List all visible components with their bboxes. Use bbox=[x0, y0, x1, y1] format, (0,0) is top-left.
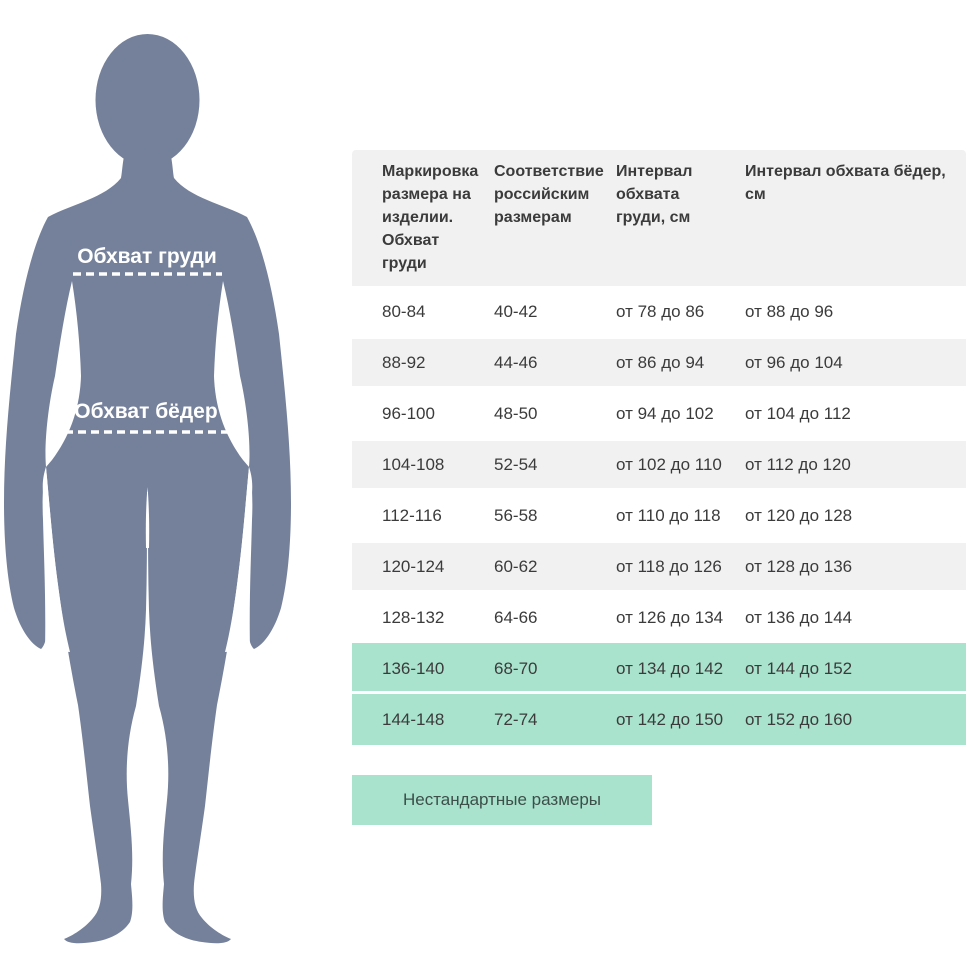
chest-measure-label: Обхват груди bbox=[77, 245, 217, 268]
size-table: Маркировка размера на изделии. Обхват гр… bbox=[352, 150, 966, 745]
cell-hips: от 96 до 104 bbox=[745, 352, 843, 372]
cell-hips: от 88 до 96 bbox=[745, 301, 834, 321]
col-header-chest: Интервал обхвата груди, см bbox=[616, 163, 693, 226]
cell-russian: 72-74 bbox=[494, 709, 538, 729]
cell-hips: от 120 до 128 bbox=[745, 505, 853, 525]
cell-chest: от 86 до 94 bbox=[616, 352, 705, 372]
cell-marking: 136-140 bbox=[382, 658, 445, 678]
cell-marking: 144-148 bbox=[382, 709, 445, 729]
col-header-marking: Маркировка размера на изделии. Обхват гр… bbox=[382, 163, 479, 272]
silhouette-head bbox=[95, 34, 200, 166]
cell-marking: 80-84 bbox=[382, 301, 426, 321]
table-row: 112-116 56-58 от 110 до 118 от 120 до 12… bbox=[352, 490, 966, 541]
cell-marking: 96-100 bbox=[382, 403, 435, 423]
cell-russian: 52-54 bbox=[494, 454, 538, 474]
table-row: 88-92 44-46 от 86 до 94 от 96 до 104 bbox=[352, 337, 966, 388]
cell-chest: от 142 до 150 bbox=[616, 709, 724, 729]
cell-hips: от 128 до 136 bbox=[745, 556, 853, 576]
cell-chest: от 118 до 126 bbox=[616, 556, 722, 576]
cell-hips: от 152 до 160 bbox=[745, 709, 853, 729]
cell-russian: 64-66 bbox=[494, 607, 538, 627]
cell-russian: 56-58 bbox=[494, 505, 538, 525]
cell-marking: 104-108 bbox=[382, 454, 445, 474]
hips-measure-label: Обхват бёдер bbox=[74, 400, 217, 423]
size-table-header: Маркировка размера на изделии. Обхват гр… bbox=[352, 150, 966, 286]
cell-hips: от 104 до 112 bbox=[745, 403, 851, 423]
cell-marking: 88-92 bbox=[382, 352, 426, 372]
cell-chest: от 126 до 134 bbox=[616, 607, 724, 627]
table-row: 96-100 48-50 от 94 до 102 от 104 до 112 bbox=[352, 388, 966, 439]
cell-chest: от 78 до 86 bbox=[616, 301, 705, 321]
crotch-notch bbox=[145, 487, 150, 548]
table-row: 104-108 52-54 от 102 до 110 от 112 до 12… bbox=[352, 439, 966, 490]
table-row-highlighted: 144-148 72-74 от 142 до 150 от 152 до 16… bbox=[352, 694, 966, 745]
cell-chest: от 134 до 142 bbox=[616, 658, 724, 678]
cell-russian: 68-70 bbox=[494, 658, 538, 678]
col-header-russian: Соответствие российским размерам bbox=[494, 163, 604, 226]
table-row: 80-84 40-42 от 78 до 86 от 88 до 96 bbox=[352, 286, 966, 337]
cell-hips: от 144 до 152 bbox=[745, 658, 853, 678]
col-header-hips: Интервал обхвата бёдер, см bbox=[745, 163, 946, 203]
cell-russian: 60-62 bbox=[494, 556, 538, 576]
cell-marking: 128-132 bbox=[382, 607, 445, 627]
cell-marking: 120-124 bbox=[382, 556, 445, 576]
cell-russian: 40-42 bbox=[494, 301, 538, 321]
cell-russian: 48-50 bbox=[494, 403, 538, 423]
cell-hips: от 136 до 144 bbox=[745, 607, 853, 627]
cell-marking: 112-116 bbox=[382, 505, 442, 525]
table-row: 128-132 64-66 от 126 до 134 от 136 до 14… bbox=[352, 592, 966, 643]
female-body-silhouette: Обхват груди Обхват бёдер bbox=[4, 34, 291, 944]
cell-hips: от 112 до 120 bbox=[745, 454, 851, 474]
cell-chest: от 102 до 110 bbox=[616, 454, 722, 474]
cell-chest: от 94 до 102 bbox=[616, 403, 714, 423]
nonstandard-sizes-button[interactable]: Нестандартные размеры bbox=[352, 775, 652, 825]
table-row-highlighted: 136-140 68-70 от 134 до 142 от 144 до 15… bbox=[352, 643, 966, 694]
cell-chest: от 110 до 118 bbox=[616, 505, 721, 525]
cell-russian: 44-46 bbox=[494, 352, 538, 372]
silhouette-body bbox=[4, 148, 152, 944]
table-row: 120-124 60-62 от 118 до 126 от 128 до 13… bbox=[352, 541, 966, 592]
